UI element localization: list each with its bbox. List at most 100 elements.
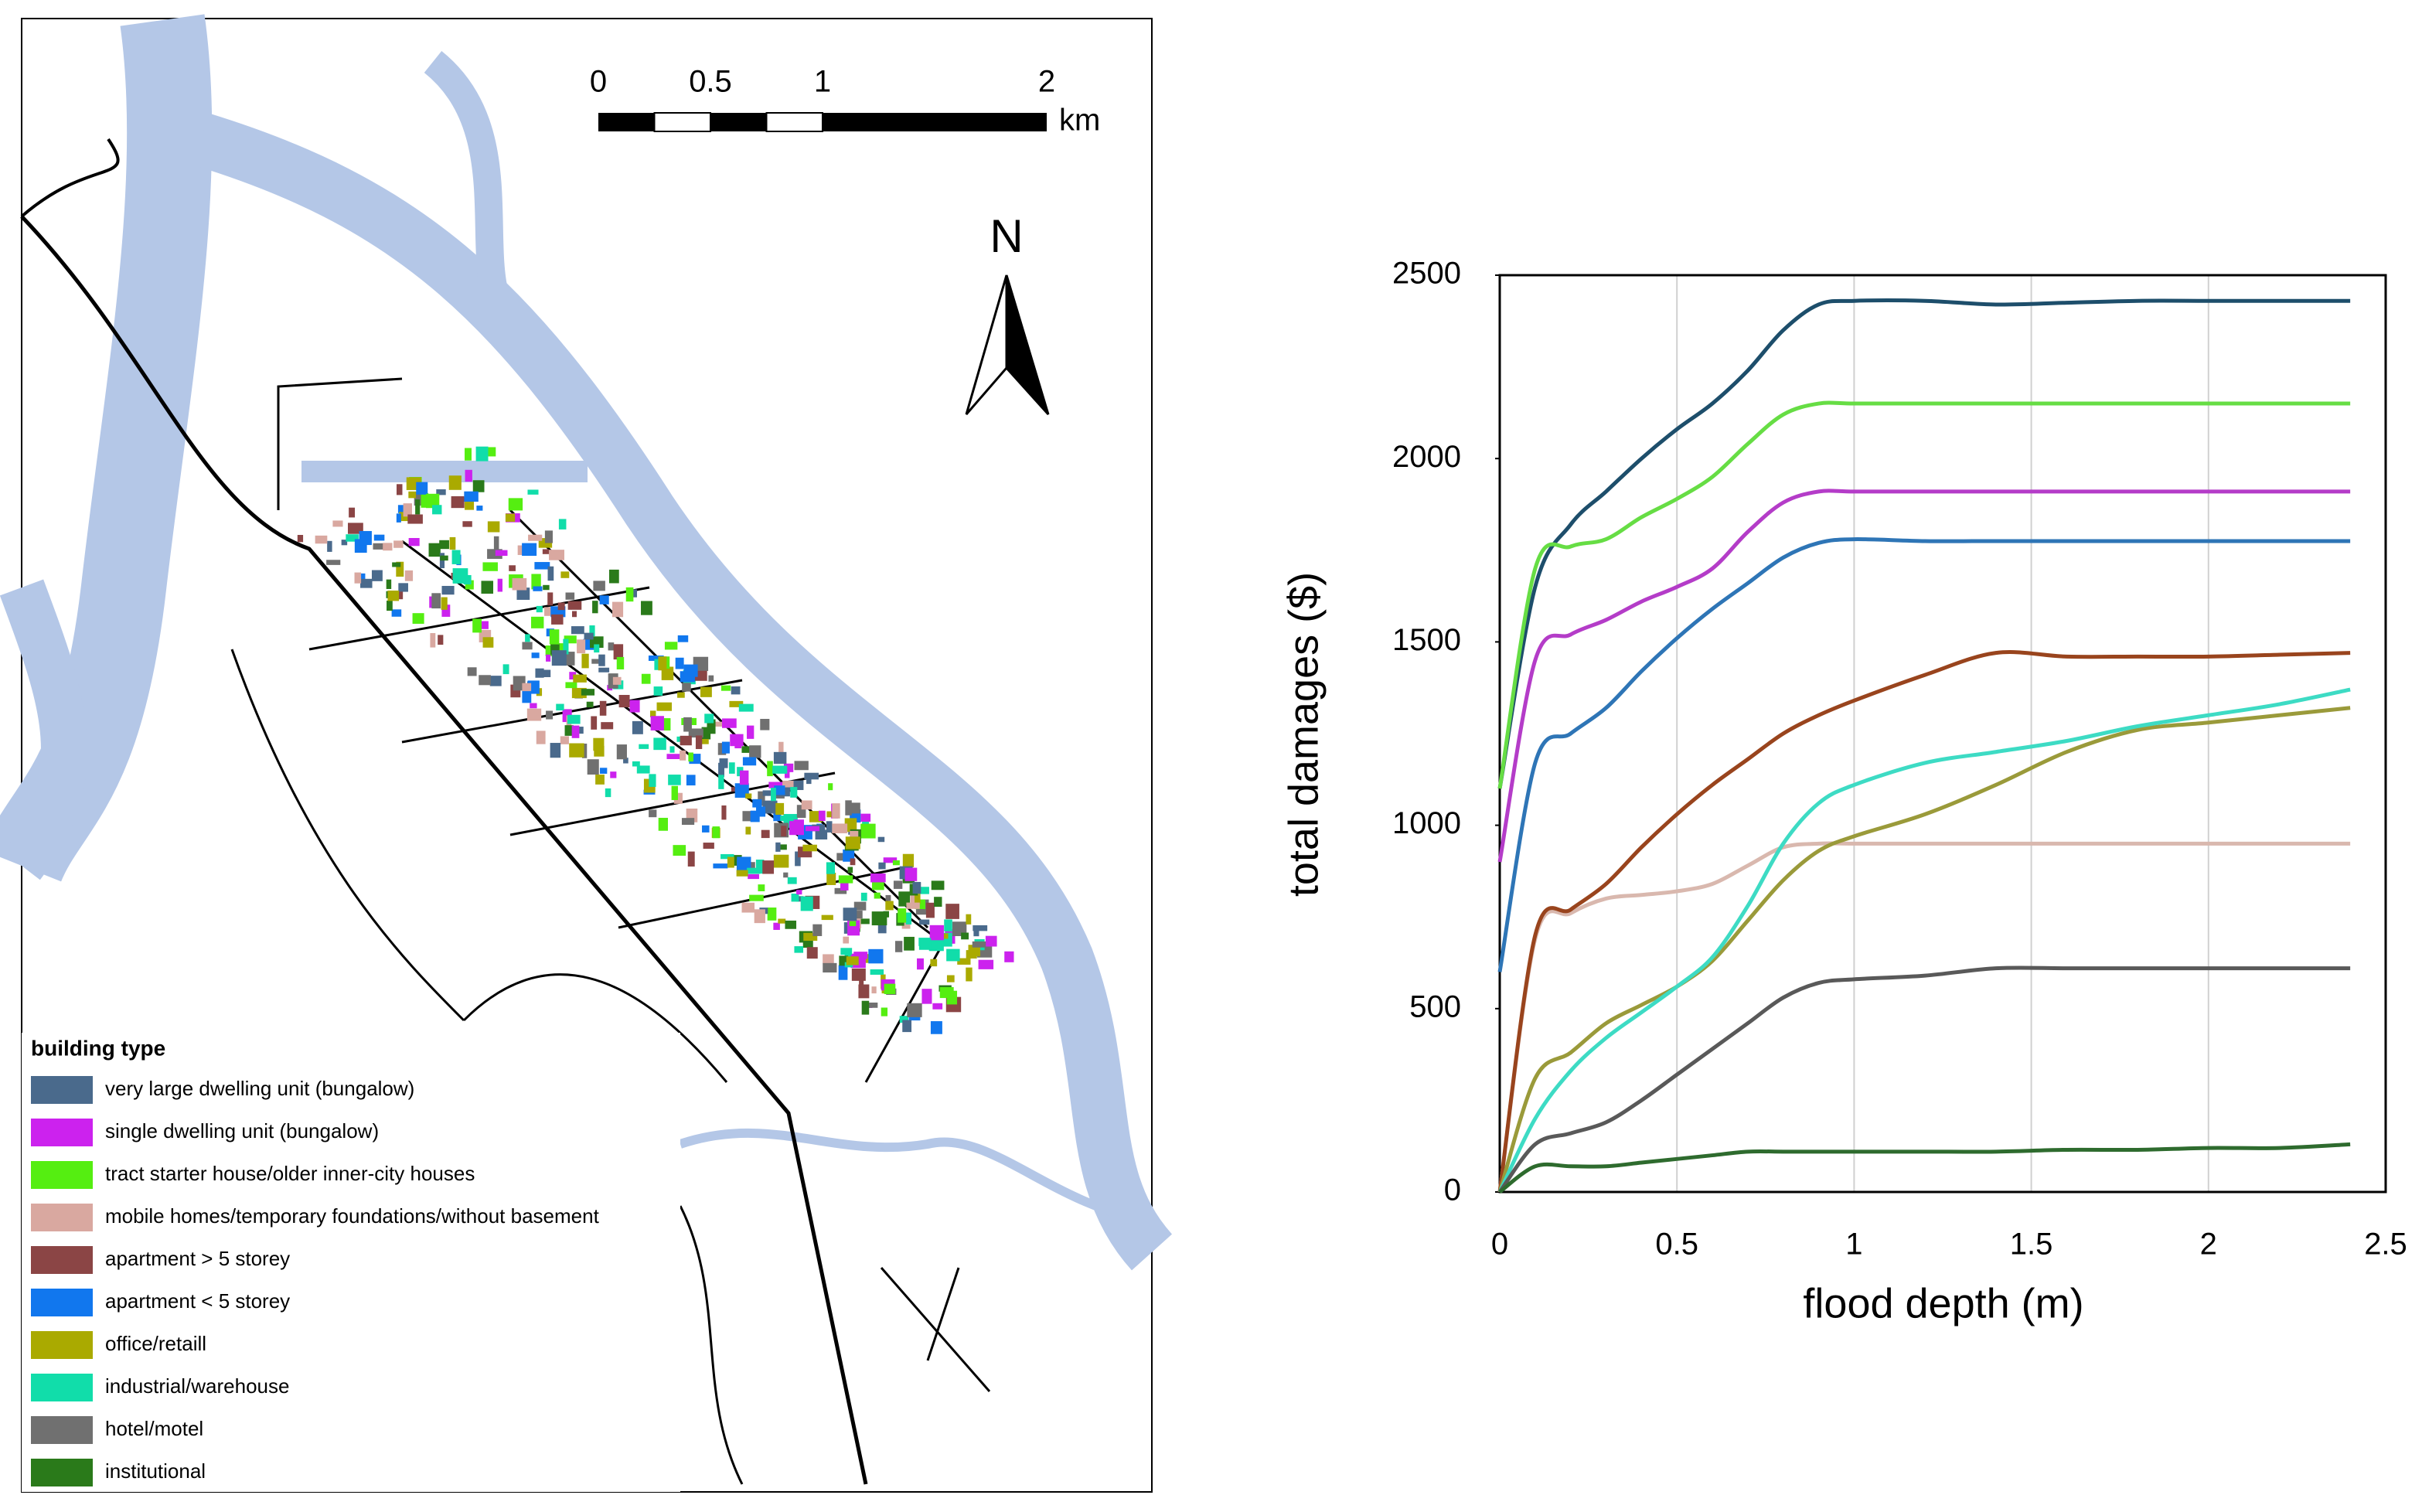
- building: [742, 757, 757, 766]
- building: [550, 643, 560, 655]
- building: [826, 862, 836, 874]
- building: [791, 894, 799, 902]
- building: [396, 561, 404, 577]
- building: [550, 743, 561, 758]
- scale-segment: [598, 113, 655, 131]
- building: [758, 884, 765, 892]
- building: [641, 673, 651, 684]
- building: [883, 857, 898, 863]
- building: [542, 549, 550, 554]
- building: [591, 716, 598, 730]
- building: [745, 793, 752, 799]
- building: [918, 919, 930, 925]
- building: [421, 492, 429, 508]
- building: [680, 750, 686, 761]
- building: [712, 826, 720, 839]
- building: [387, 590, 400, 601]
- building: [776, 844, 787, 850]
- building: [472, 618, 482, 633]
- building: [649, 809, 657, 818]
- building: [802, 844, 817, 852]
- building: [892, 860, 900, 866]
- building: [465, 499, 475, 510]
- building: [440, 555, 448, 561]
- building: [475, 446, 489, 461]
- building: [522, 687, 532, 703]
- building: [476, 506, 483, 511]
- building: [472, 480, 485, 492]
- building: [818, 810, 826, 822]
- building: [851, 968, 866, 981]
- building: [675, 657, 684, 669]
- building: [430, 633, 436, 648]
- building: [800, 896, 813, 911]
- building: [432, 505, 442, 515]
- highway: [20, 215, 868, 1485]
- building: [946, 948, 960, 962]
- y-tick-label: 0: [1444, 1173, 1461, 1207]
- x-tick-label: 2: [2200, 1228, 2217, 1262]
- building: [315, 535, 328, 544]
- building: [677, 635, 689, 642]
- building: [806, 772, 812, 785]
- building: [760, 718, 770, 730]
- building: [961, 932, 969, 940]
- y-tick-label: 2500: [1392, 257, 1461, 291]
- building: [354, 572, 362, 584]
- series-line: [1497, 706, 2351, 1193]
- building: [481, 581, 494, 594]
- road: [679, 1205, 991, 1485]
- building: [868, 948, 884, 964]
- building: [569, 743, 584, 758]
- building: [884, 983, 896, 995]
- building: [700, 686, 712, 697]
- building: [870, 969, 884, 975]
- chart: flood depth (m) total damages ($) 0 0.5 1 1…: [1280, 257, 2407, 1327]
- building: [978, 959, 994, 969]
- building: [531, 574, 541, 590]
- building: [721, 805, 727, 820]
- building: [795, 896, 804, 902]
- building: [801, 800, 812, 810]
- building: [404, 570, 414, 581]
- building: [858, 984, 870, 999]
- building: [683, 664, 698, 677]
- building: [908, 1014, 921, 1021]
- building: [768, 782, 783, 788]
- legend-swatch: [31, 1416, 93, 1444]
- building: [649, 774, 656, 787]
- building: [505, 513, 516, 522]
- x-tick-label: 2.5: [2364, 1228, 2407, 1262]
- building: [408, 538, 420, 547]
- building: [881, 1007, 888, 1017]
- creek: [679, 1128, 1153, 1226]
- building: [359, 530, 372, 546]
- building: [718, 775, 724, 789]
- building: [695, 735, 703, 749]
- scale-label: 0: [590, 65, 607, 99]
- building: [326, 560, 341, 565]
- building: [658, 656, 667, 671]
- building: [558, 519, 567, 530]
- building: [902, 853, 915, 867]
- legend-swatch: [31, 1204, 93, 1231]
- building: [904, 936, 915, 951]
- building: [795, 851, 801, 867]
- building: [610, 771, 617, 778]
- building: [973, 925, 988, 931]
- building: [573, 674, 587, 683]
- building: [871, 911, 887, 926]
- legend-label: mobile homes/temporary foundations/witho…: [105, 1204, 600, 1228]
- building: [915, 894, 921, 904]
- x-tick-label: 1: [1845, 1228, 1862, 1262]
- series-line: [1498, 1142, 2351, 1194]
- building: [847, 867, 853, 873]
- building: [531, 652, 540, 659]
- building: [708, 675, 714, 682]
- building: [441, 585, 455, 595]
- building: [722, 718, 737, 728]
- building: [697, 739, 709, 744]
- plot-frame: [1498, 274, 2387, 1194]
- building: [593, 737, 605, 751]
- building: [906, 902, 920, 909]
